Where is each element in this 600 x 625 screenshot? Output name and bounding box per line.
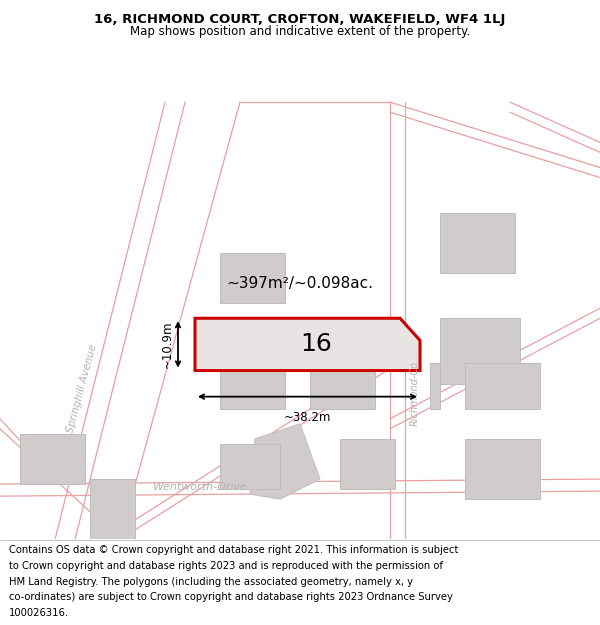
Text: 16, RICHMOND COURT, CROFTON, WAKEFIELD, WF4 1LJ: 16, RICHMOND COURT, CROFTON, WAKEFIELD, … bbox=[94, 13, 506, 26]
Polygon shape bbox=[20, 434, 85, 484]
Polygon shape bbox=[440, 318, 520, 384]
Polygon shape bbox=[430, 364, 440, 409]
Text: ~38.2m: ~38.2m bbox=[284, 411, 331, 424]
Text: 100026316.: 100026316. bbox=[9, 608, 69, 618]
Text: Map shows position and indicative extent of the property.: Map shows position and indicative extent… bbox=[130, 24, 470, 38]
Text: co-ordinates) are subject to Crown copyright and database rights 2023 Ordnance S: co-ordinates) are subject to Crown copyr… bbox=[9, 592, 453, 602]
Text: Springhill Avenue: Springhill Avenue bbox=[65, 343, 98, 434]
Polygon shape bbox=[220, 444, 280, 489]
Text: ~10.9m: ~10.9m bbox=[161, 321, 174, 368]
Polygon shape bbox=[195, 318, 420, 371]
Text: Wentworth-Drive: Wentworth-Drive bbox=[152, 482, 248, 492]
Polygon shape bbox=[465, 439, 540, 499]
Text: HM Land Registry. The polygons (including the associated geometry, namely x, y: HM Land Registry. The polygons (includin… bbox=[9, 577, 413, 587]
Text: Contains OS data © Crown copyright and database right 2021. This information is : Contains OS data © Crown copyright and d… bbox=[9, 546, 458, 556]
Polygon shape bbox=[220, 253, 285, 303]
Text: 16: 16 bbox=[300, 332, 332, 356]
Polygon shape bbox=[465, 364, 540, 409]
Polygon shape bbox=[310, 364, 375, 409]
Text: ~397m²/~0.098ac.: ~397m²/~0.098ac. bbox=[227, 276, 373, 291]
Polygon shape bbox=[440, 213, 515, 273]
Polygon shape bbox=[250, 424, 320, 499]
Text: Richmond-Co...: Richmond-Co... bbox=[410, 351, 420, 426]
Polygon shape bbox=[340, 439, 395, 489]
Polygon shape bbox=[220, 359, 285, 409]
Polygon shape bbox=[90, 479, 135, 539]
Text: to Crown copyright and database rights 2023 and is reproduced with the permissio: to Crown copyright and database rights 2… bbox=[9, 561, 443, 571]
